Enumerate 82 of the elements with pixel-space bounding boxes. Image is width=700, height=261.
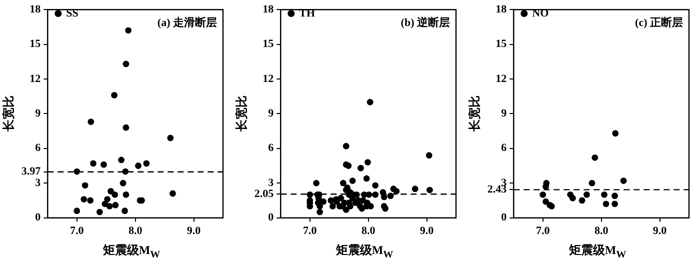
y-axis-title: 长宽比 <box>467 96 482 133</box>
point <box>122 208 128 214</box>
point <box>88 118 94 125</box>
y-tick-label: 15 <box>30 38 42 50</box>
y-tick-label: 0 <box>501 212 508 224</box>
x-tick-label: 8.0 <box>594 225 609 238</box>
y-axis-title: 长宽比 <box>234 96 248 133</box>
y-tick-label: 2.05 <box>254 188 274 200</box>
y-tick-label: 18 <box>496 3 508 16</box>
point <box>122 168 129 175</box>
x-tick-label: 9.0 <box>186 225 202 238</box>
y-tick-label: 0 <box>35 212 42 224</box>
y-axis-title: 长宽比 <box>1 96 16 133</box>
point <box>112 202 119 208</box>
y-tick-label: 0 <box>268 212 274 224</box>
x-tick-label: 7.0 <box>536 225 550 238</box>
point <box>620 178 627 184</box>
point <box>112 191 118 198</box>
point <box>170 190 176 197</box>
point <box>592 154 598 161</box>
point <box>87 197 94 204</box>
point <box>542 198 549 205</box>
point <box>578 197 586 204</box>
y-tick-label: 15 <box>262 38 274 50</box>
y-tick-label: 2.43 <box>487 184 508 196</box>
point <box>90 160 96 167</box>
point <box>74 168 80 175</box>
y-tick-label: 9 <box>268 108 274 120</box>
point <box>122 60 130 68</box>
y-tick-label: 3 <box>268 176 274 189</box>
point <box>104 196 110 202</box>
point <box>108 188 114 194</box>
point <box>569 194 576 202</box>
y-tick-label: 9 <box>35 108 42 120</box>
annotation: (b) 逆断层 <box>400 16 450 29</box>
y-tick-label: 6 <box>35 142 42 154</box>
x-tick-label: 8.0 <box>361 225 376 238</box>
annotation: (a) 走滑断层 <box>157 16 217 29</box>
point <box>612 192 618 200</box>
point <box>122 124 130 131</box>
point <box>601 191 608 198</box>
x-tick-label: 9.0 <box>652 225 668 238</box>
y-tick-label: 12 <box>496 72 508 85</box>
point <box>167 134 174 142</box>
point <box>82 182 88 189</box>
point <box>74 208 80 214</box>
point <box>120 180 126 186</box>
point <box>118 156 124 164</box>
point <box>135 162 142 169</box>
x-axis-title: 矩震级M$_{W}$ <box>102 242 162 261</box>
point <box>612 200 618 208</box>
point <box>125 27 132 34</box>
x-tick-label: 9.0 <box>420 225 434 238</box>
x-tick-label: 7.0 <box>70 225 84 238</box>
point <box>584 191 590 198</box>
y-tick-label: 18 <box>30 3 42 16</box>
y-tick-label: 6 <box>268 142 274 154</box>
point <box>96 208 103 216</box>
point <box>602 200 610 208</box>
point <box>540 191 546 198</box>
x-axis-title: 矩震级M$_{W}$ <box>568 242 628 261</box>
x-tick-label: 8.0 <box>128 225 143 238</box>
point <box>106 203 113 210</box>
y-tick-label: 9 <box>501 108 508 120</box>
point <box>143 160 150 167</box>
y-tick-label: 3 <box>35 176 42 189</box>
x-tick-label: 7.0 <box>303 225 318 238</box>
annotation: (c) 正断层 <box>635 16 683 29</box>
point <box>612 130 619 137</box>
y-tick-label: 12 <box>262 72 274 85</box>
point <box>100 161 107 168</box>
point <box>122 191 130 198</box>
y-tick-label: 15 <box>496 38 508 50</box>
y-tick-label: 3.97 <box>21 166 42 178</box>
y-tick-label: 12 <box>30 72 42 85</box>
y-tick-label: 6 <box>501 142 508 154</box>
point <box>588 180 596 186</box>
y-tick-label: 18 <box>262 3 274 16</box>
point <box>111 92 118 98</box>
x-axis-title: 矩震级M$_{W}$ <box>334 242 394 261</box>
point <box>542 183 549 190</box>
point <box>80 196 88 202</box>
